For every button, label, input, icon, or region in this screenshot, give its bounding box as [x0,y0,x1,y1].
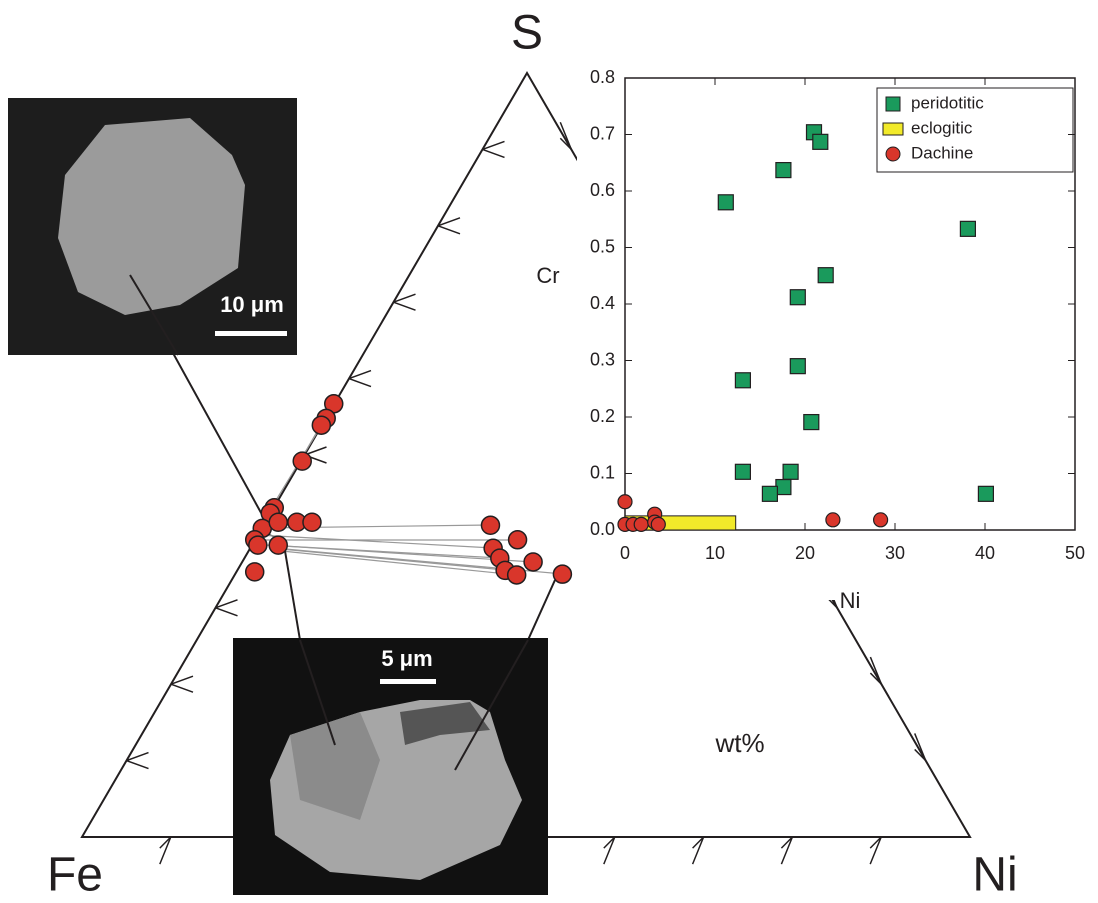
legend-label: Dachine [911,143,973,162]
y-tick-label: 0.3 [590,349,615,369]
point [762,486,777,501]
figure: 10 μm 5 μm S Fe Ni wt% Cr Ni 0 10 20 30 40 50… [0,0,1098,903]
ternary-tick [870,837,881,864]
legend-swatch [886,97,900,111]
ternary-tick [693,837,704,864]
y-tick-label: 0.0 [590,519,615,539]
tie-line [272,550,517,575]
scale-label: 10 μm [220,292,284,317]
ternary-tick [160,837,171,864]
corner-label: Fe [47,849,103,902]
ternary-tick [870,657,881,684]
ternary-point [509,531,527,549]
ternary-point [524,553,542,571]
point [651,517,665,531]
point [790,290,805,305]
point [818,268,833,283]
ternary-tick [915,733,926,760]
point [813,134,828,149]
point [790,359,805,374]
pointer-line [528,580,555,640]
ternary-point [269,513,287,531]
ternary-point [312,416,330,434]
pointer-line [284,545,300,640]
scale-label: 5 μm [381,646,432,671]
y-tick-label: 0.7 [590,123,615,143]
ternary-point [246,563,264,581]
x-tick-label: 0 [620,543,630,563]
legend-label: eclogitic [911,118,973,137]
x-tick-label: 10 [705,543,725,563]
point [874,513,888,527]
point [735,464,750,479]
x-tick-label: 30 [885,543,905,563]
y-tick-label: 0.4 [590,293,615,313]
micrograph-2: 5 μm [233,638,548,895]
legend-swatch [883,123,903,135]
point [618,495,632,509]
y-tick-label: 0.8 [590,67,615,87]
point [804,415,819,430]
ternary-point [269,536,287,554]
y-tick-label: 0.2 [590,406,615,426]
point [783,464,798,479]
ternary-point [481,516,499,534]
x-tick-label: 40 [975,543,995,563]
unit-label: wt% [714,728,764,758]
x-axis-label: Ni [840,588,861,613]
scale-bar [215,331,287,336]
ternary-point [293,452,311,470]
ternary-point [508,566,526,584]
point [634,517,648,531]
y-tick-label: 0.5 [590,236,615,256]
legend-swatch [886,147,900,161]
ternary-tick [604,837,615,864]
x-tick-label: 50 [1065,543,1085,563]
y-tick-label: 0.1 [590,462,615,482]
ternary-point [303,513,321,531]
point [735,373,750,388]
ternary-point [249,536,267,554]
ternary-tick [560,122,571,149]
y-tick-label: 0.6 [590,180,615,200]
point [718,195,733,210]
scale-bar [380,679,436,684]
point [776,480,791,495]
point [960,221,975,236]
corner-label: Ni [972,849,1017,902]
point [776,163,791,178]
y-axis-label: Cr [536,263,559,288]
point [826,513,840,527]
corner-label: S [511,7,543,60]
x-tick-label: 20 [795,543,815,563]
micrograph-1: 10 μm [8,98,297,355]
point [978,486,993,501]
legend-label: peridotitic [911,93,984,112]
ternary-tick [781,837,792,864]
ternary-point [553,565,571,583]
